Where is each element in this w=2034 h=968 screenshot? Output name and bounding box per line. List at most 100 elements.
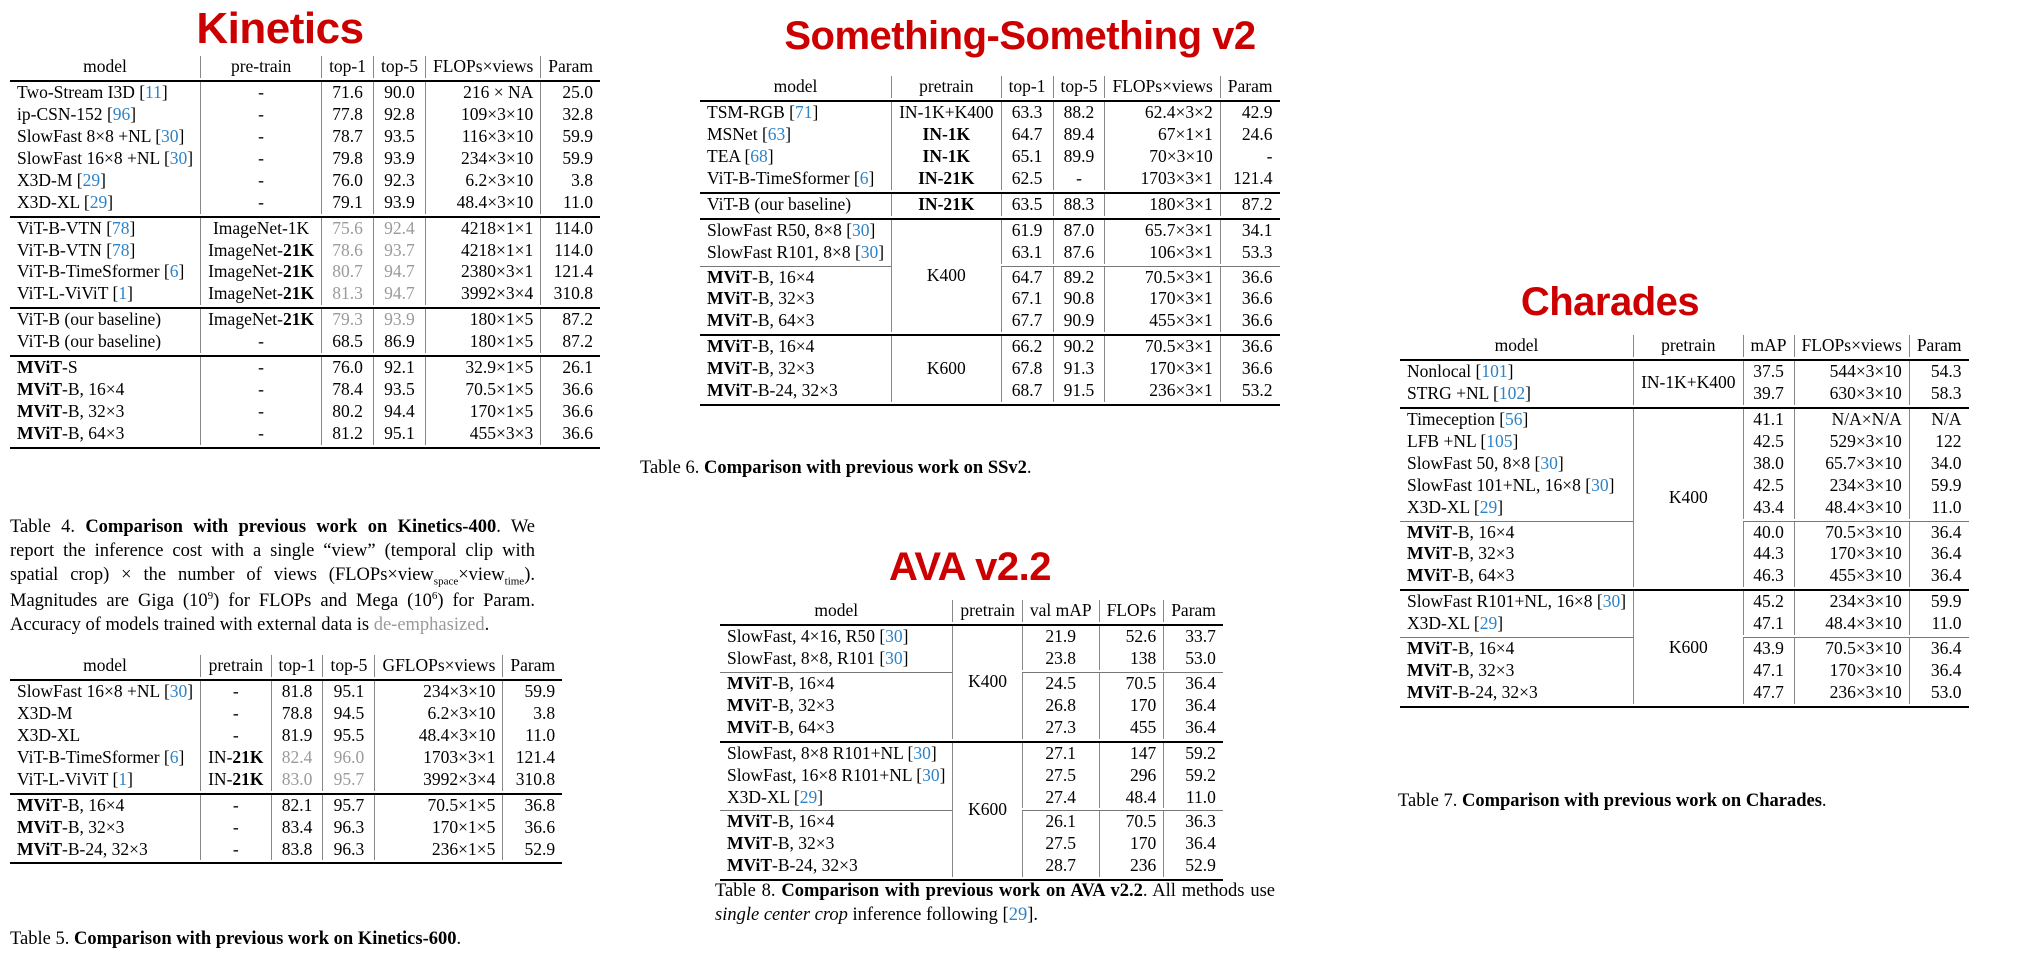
table-row: MViT-B, 32×3 27.5 170 36.4 bbox=[720, 833, 1223, 856]
citation-ref[interactable]: 29 bbox=[89, 191, 108, 212]
citation-ref[interactable]: 1 bbox=[118, 283, 128, 304]
citation-ref[interactable]: 30 bbox=[852, 219, 870, 240]
cell-top1: 67.8 bbox=[1000, 358, 1054, 381]
cell-model: MViT-B, 64×3 bbox=[17, 423, 125, 443]
cell-top5: 90.9 bbox=[1052, 310, 1105, 333]
citation-ref[interactable]: 6 bbox=[859, 167, 869, 188]
cell-model: ViT-B-TimeSformer [6] bbox=[707, 167, 875, 188]
citation-ref[interactable]: 30 bbox=[1591, 474, 1609, 495]
cell-pretrain: IN-1K bbox=[891, 145, 1002, 168]
cell-model: MViT-B, 32×3 bbox=[727, 833, 835, 854]
cell-top1: 79.1 bbox=[321, 191, 374, 214]
table-row: ViT-L-ViViT [1] ImageNet-21K 81.3 94.7 3992×… bbox=[10, 283, 600, 306]
cell-top1: 67.1 bbox=[1000, 288, 1054, 311]
citation-ref[interactable]: 30 bbox=[860, 241, 879, 262]
table-row: MViT-B-24, 32×3 68.7 91.5 236×3×1 53.2 bbox=[700, 380, 1280, 403]
cell-top5: 93.9 bbox=[373, 147, 426, 170]
citation-ref[interactable]: 71 bbox=[795, 101, 813, 122]
citation-ref[interactable]: 78 bbox=[112, 239, 130, 260]
cell-param: 87.2 bbox=[540, 308, 600, 332]
citation-ref[interactable]: 105 bbox=[1486, 430, 1513, 451]
cell-map: 27.4 bbox=[1021, 786, 1100, 809]
cell-param: 36.6 bbox=[1219, 266, 1280, 289]
citation-ref[interactable]: 30 bbox=[922, 764, 940, 785]
cell-param: 36.4 bbox=[1908, 543, 1969, 566]
citation-ref[interactable]: 96 bbox=[112, 103, 131, 124]
table8-caption-prefix: Table 8. bbox=[715, 881, 776, 901]
table7-caption-prefix: Table 7. bbox=[1398, 791, 1458, 811]
table-rule bbox=[10, 353, 600, 358]
cell-model: MViT-B, 16×4 bbox=[707, 336, 815, 357]
cell-flops: 455×3×1 bbox=[1104, 310, 1221, 333]
table-row: TEA [68] IN-1K 65.1 89.9 70×3×10- bbox=[700, 145, 1280, 168]
cell-flops: 170×3×10 bbox=[1793, 660, 1910, 683]
table8-caption-rest1: . All methods use bbox=[1142, 881, 1275, 901]
cell-param: 59.9 bbox=[1908, 474, 1969, 497]
citation-ref[interactable]: 30 bbox=[913, 742, 931, 763]
citation-ref[interactable]: 29 bbox=[1479, 496, 1498, 517]
cell-flops: 455 bbox=[1098, 716, 1164, 739]
cell-top5: 96.0 bbox=[322, 746, 375, 769]
citation-ref[interactable]: 63 bbox=[767, 123, 786, 144]
citation-ref[interactable]: 78 bbox=[112, 217, 130, 238]
cell-top1: 80.2 bbox=[321, 401, 374, 423]
table4-caption-rest1: . We report the inference cost with a si… bbox=[10, 517, 536, 585]
citation-ref[interactable]: 30 bbox=[169, 147, 188, 168]
column-header: model bbox=[773, 76, 818, 96]
citation-ref[interactable]: 30 bbox=[161, 125, 179, 146]
citation-ref[interactable]: 29 bbox=[1479, 613, 1498, 634]
citation-ref[interactable]: 6 bbox=[169, 261, 179, 282]
cell-model: STRG +NL [102] bbox=[1407, 382, 1531, 403]
citation-ref[interactable]: 101 bbox=[1481, 360, 1508, 381]
table-row: MViT-B, 16×4 26.1 70.5 36.3 bbox=[720, 810, 1223, 834]
table-row: X3D-XL [29] -79.1 93.9 48.4×3×10 11.0 bbox=[10, 191, 600, 214]
cell-flops: 236 bbox=[1098, 855, 1164, 878]
citation-ref[interactable]: 6 bbox=[169, 746, 179, 767]
table-row: ip-CSN-152 [96] -77.8 92.8 109×3×10 32.8 bbox=[10, 103, 600, 126]
cell-top1: 76.0 bbox=[321, 169, 374, 192]
citation-ref[interactable]: 1 bbox=[118, 768, 128, 789]
cell-model: MViT-B, 32×3 bbox=[1407, 543, 1515, 564]
table-row: SlowFast, 4×16, R50 [30] K400 21.9 52.6 33.7 bbox=[720, 624, 1223, 739]
column-header: Param bbox=[540, 56, 600, 78]
citation-ref[interactable]: 29 bbox=[799, 786, 818, 807]
table8-caption: Table 8. Comparison with previous work o… bbox=[715, 880, 1275, 928]
table8-caption-ref[interactable]: 29 bbox=[1008, 904, 1028, 925]
citation-ref[interactable]: 68 bbox=[750, 145, 768, 166]
table-row: MViT-B, 32×3 -80.2 94.4 170×1×5 36.6 bbox=[10, 401, 600, 423]
citation-ref[interactable]: 102 bbox=[1498, 382, 1526, 403]
citation-ref[interactable]: 11 bbox=[145, 81, 162, 102]
citation-ref[interactable]: 30 bbox=[885, 647, 903, 668]
cell-top5: 89.9 bbox=[1052, 145, 1105, 168]
cell-map: 27.3 bbox=[1021, 716, 1100, 739]
cell-model: MViT-B, 32×3 bbox=[707, 358, 815, 379]
cell-flops: 529×3×10 bbox=[1793, 430, 1910, 453]
cell-flops: 70.5×1×5 bbox=[424, 379, 541, 402]
cell-model: TEA [68] bbox=[707, 145, 774, 166]
column-header: top-1 bbox=[321, 56, 374, 78]
cell-model: X3D-XL [29] bbox=[1407, 496, 1504, 517]
table5-kinetics600: model pretrain top-1 top-5 GFLOPs×views Param… bbox=[10, 655, 563, 865]
cell-model: X3D-M bbox=[17, 702, 73, 723]
citation-ref[interactable]: 56 bbox=[1505, 408, 1523, 429]
citation-ref[interactable]: 30 bbox=[1540, 452, 1558, 473]
table-rule bbox=[700, 97, 1280, 102]
table-row: SlowFast, 16×8 R101+NL [30] 27.5 296 59.2 bbox=[720, 764, 1223, 787]
kinetics-heading: Kinetics bbox=[196, 4, 364, 53]
cell-model: MViT-B, 16×4 bbox=[1407, 638, 1515, 659]
table-rule bbox=[1400, 404, 1969, 409]
citation-ref[interactable]: 30 bbox=[1602, 591, 1621, 612]
cell-model: MViT-B, 16×4 bbox=[17, 794, 125, 815]
cell-flops: 2380×3×1 bbox=[424, 261, 541, 284]
table-row: MViT-S -76.0 92.1 32.9×1×5 26.1 bbox=[10, 356, 600, 380]
cell-model: SlowFast R101, 8×8 [30] bbox=[707, 241, 885, 262]
cell-flops: 4218×1×1 bbox=[424, 216, 541, 240]
cell-map: 41.1 bbox=[1742, 407, 1794, 431]
cell-param: 36.4 bbox=[1908, 521, 1969, 544]
cell-flops: 65.7×3×10 bbox=[1793, 452, 1910, 475]
citation-ref[interactable]: 30 bbox=[169, 680, 188, 701]
citation-ref[interactable]: 30 bbox=[885, 625, 903, 646]
table8-caption-rest3: ]. bbox=[1027, 904, 1038, 925]
citation-ref[interactable]: 29 bbox=[82, 169, 101, 190]
ssv2-heading: Something-Something v2 bbox=[784, 14, 1256, 58]
